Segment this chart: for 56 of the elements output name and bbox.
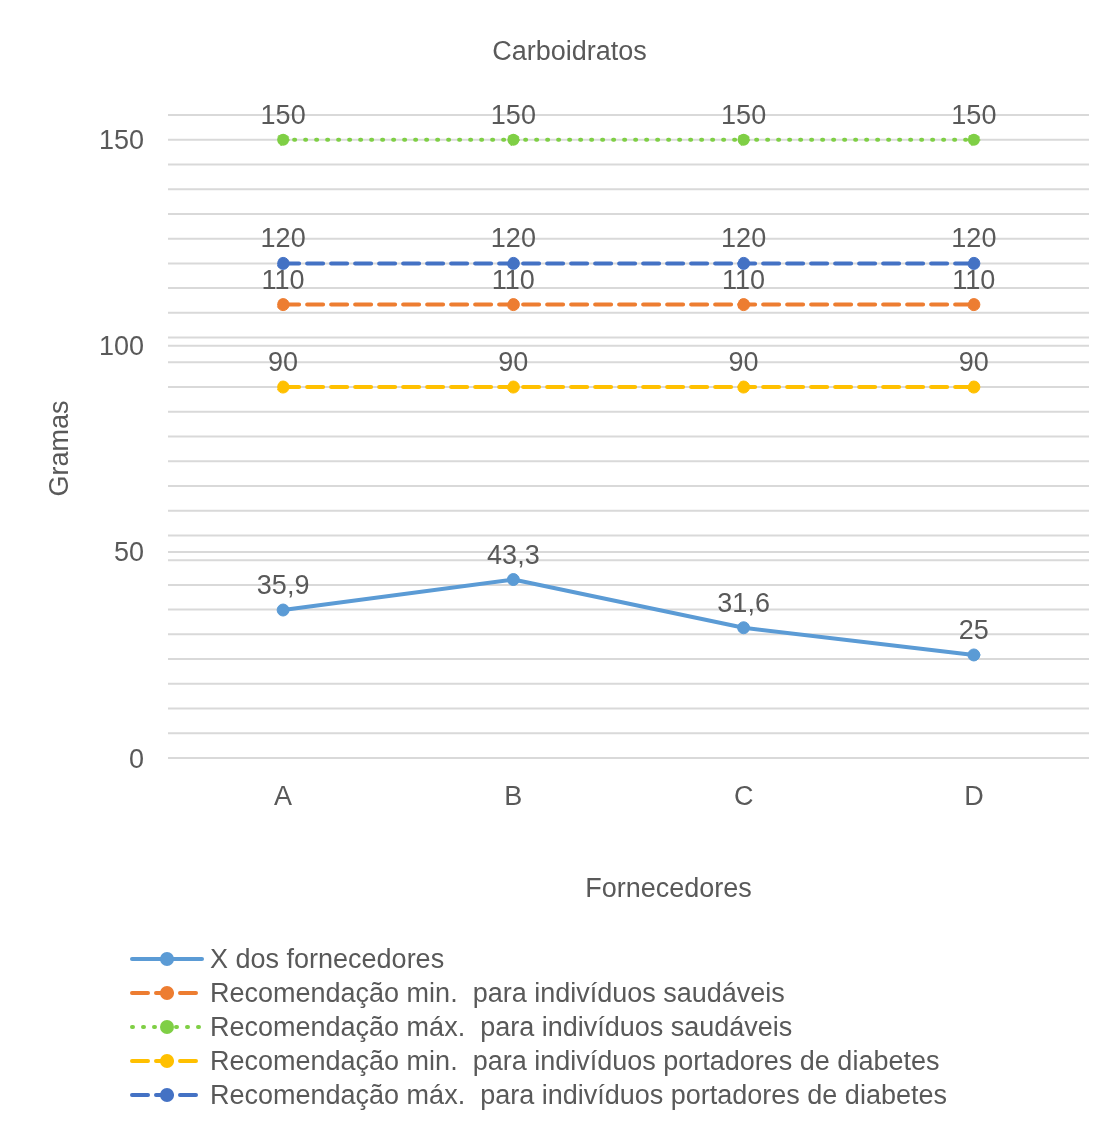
point xyxy=(276,603,290,617)
y-tick-label: 100 xyxy=(98,331,144,362)
point xyxy=(737,621,751,635)
y-tick-label: 150 xyxy=(98,125,144,156)
data-label: 150 xyxy=(490,99,536,130)
point xyxy=(276,133,290,147)
point xyxy=(967,298,981,312)
y-tick-label: 50 xyxy=(113,537,144,568)
point xyxy=(506,298,520,312)
y-tick-label: 0 xyxy=(128,743,144,774)
point xyxy=(967,133,981,147)
data-label: 35,9 xyxy=(256,570,310,601)
data-label: 120 xyxy=(260,223,306,254)
point xyxy=(737,133,751,147)
x-tick-label: A xyxy=(274,781,293,812)
point xyxy=(276,298,290,312)
point xyxy=(967,256,981,270)
point xyxy=(276,256,290,270)
point xyxy=(967,380,981,394)
data-label: 110 xyxy=(722,264,766,295)
legend-label: Recomendação máx. para indivíduos saudáveis xyxy=(210,1011,793,1043)
point xyxy=(737,298,751,312)
data-label: 90 xyxy=(728,347,759,378)
data-label: 120 xyxy=(721,223,767,254)
data-label: 110 xyxy=(952,264,996,295)
point xyxy=(737,380,751,394)
data-label: 31,6 xyxy=(717,587,770,618)
data-label: 120 xyxy=(490,223,536,254)
x-tick-label: D xyxy=(964,781,984,812)
x-axis-title: Fornecedores xyxy=(585,873,752,904)
data-label: 90 xyxy=(498,347,529,378)
point xyxy=(967,648,981,662)
point xyxy=(737,256,751,270)
point xyxy=(506,133,520,147)
data-label: 90 xyxy=(958,347,989,378)
data-label: 110 xyxy=(261,264,305,295)
x-tick-label: C xyxy=(733,781,754,812)
chart-title: Carboidratos xyxy=(491,36,648,67)
legend-label: Recomendação min. para indivíduos saudáveis xyxy=(210,977,785,1009)
legend-label: Recomendação min. para indivíduos portadores de diabetes xyxy=(210,1045,940,1077)
data-label: 110 xyxy=(491,264,535,295)
data-label: 150 xyxy=(951,99,997,130)
y-axis-title: Gramas xyxy=(43,400,74,497)
legend-label: Recomendação máx. para indivíduos portadores de diabetes xyxy=(210,1079,947,1111)
data-label: 150 xyxy=(721,99,767,130)
point xyxy=(506,256,520,270)
data-label: 43,3 xyxy=(487,539,540,570)
point xyxy=(506,573,520,587)
data-label: 25 xyxy=(958,614,989,645)
point xyxy=(276,380,290,394)
legend-label: X dos fornecedores xyxy=(210,943,445,975)
data-label: 120 xyxy=(951,223,997,254)
x-tick-label: B xyxy=(504,781,523,812)
point xyxy=(506,380,520,394)
data-label: 150 xyxy=(260,99,306,130)
data-label: 90 xyxy=(268,347,299,378)
